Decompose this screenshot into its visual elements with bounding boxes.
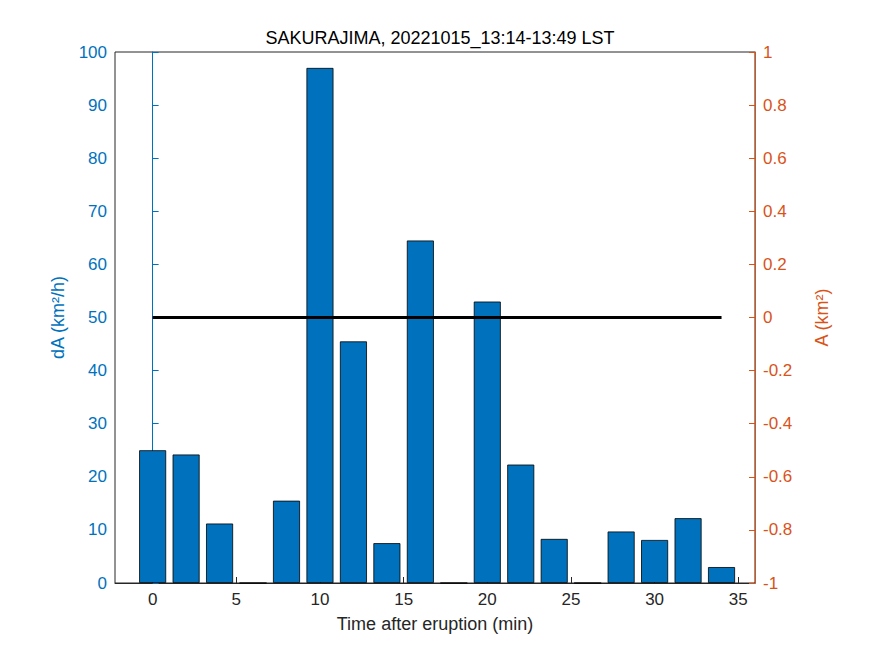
svg-text:-1: -1 — [763, 574, 778, 593]
svg-text:10: 10 — [311, 590, 330, 609]
svg-text:0.4: 0.4 — [763, 202, 787, 221]
svg-text:70: 70 — [88, 202, 107, 221]
svg-text:25: 25 — [561, 590, 580, 609]
svg-text:30: 30 — [88, 414, 107, 433]
svg-text:0.8: 0.8 — [763, 96, 787, 115]
svg-text:15: 15 — [394, 590, 413, 609]
svg-text:0.2: 0.2 — [763, 255, 787, 274]
svg-text:100: 100 — [79, 43, 107, 62]
svg-text:-0.2: -0.2 — [763, 361, 792, 380]
svg-text:50: 50 — [88, 308, 107, 327]
svg-text:35: 35 — [729, 590, 748, 609]
svg-text:0: 0 — [763, 308, 772, 327]
svg-text:dA (km²/h): dA (km²/h) — [48, 276, 68, 359]
svg-text:60: 60 — [88, 255, 107, 274]
svg-text:5: 5 — [232, 590, 241, 609]
svg-text:20: 20 — [478, 590, 497, 609]
svg-text:1: 1 — [763, 43, 772, 62]
svg-text:0.6: 0.6 — [763, 149, 787, 168]
svg-text:30: 30 — [645, 590, 664, 609]
svg-text:Time after eruption (min): Time after eruption (min) — [337, 614, 533, 634]
svg-text:20: 20 — [88, 467, 107, 486]
svg-text:40: 40 — [88, 361, 107, 380]
svg-text:10: 10 — [88, 520, 107, 539]
svg-text:SAKURAJIMA, 20221015_13:14-13:: SAKURAJIMA, 20221015_13:14-13:49 LST — [265, 28, 614, 49]
svg-text:0: 0 — [98, 574, 107, 593]
svg-text:0: 0 — [148, 590, 157, 609]
svg-text:-0.8: -0.8 — [763, 520, 792, 539]
svg-text:A (km²): A (km²) — [812, 289, 832, 347]
svg-text:-0.4: -0.4 — [763, 414, 792, 433]
svg-text:80: 80 — [88, 149, 107, 168]
svg-text:-0.6: -0.6 — [763, 467, 792, 486]
svg-text:90: 90 — [88, 96, 107, 115]
